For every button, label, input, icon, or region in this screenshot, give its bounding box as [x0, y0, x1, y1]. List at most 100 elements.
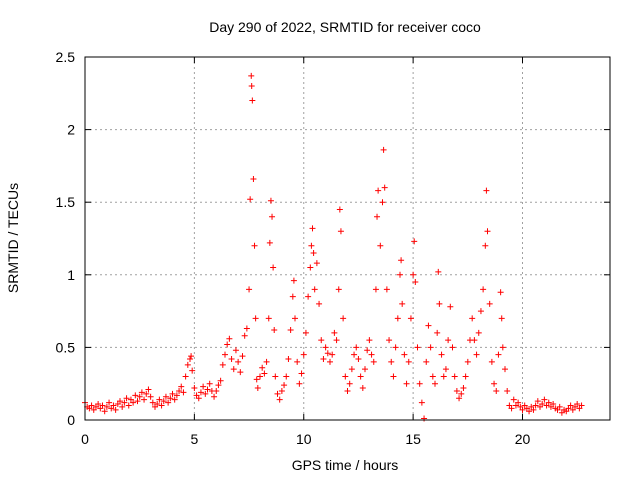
- data-point: [327, 358, 333, 365]
- data-point: [147, 393, 154, 400]
- data-point: [145, 386, 152, 393]
- data-point: [438, 351, 445, 358]
- data-point: [202, 390, 209, 397]
- data-point: [541, 396, 548, 403]
- data-point: [106, 399, 113, 406]
- data-point: [353, 344, 360, 351]
- data-point: [215, 382, 222, 389]
- data-point: [269, 213, 276, 220]
- data-point: [112, 406, 119, 413]
- data-point: [239, 353, 246, 360]
- data-point: [342, 373, 349, 380]
- data-point: [486, 300, 493, 307]
- data-point: [399, 300, 406, 307]
- data-point: [252, 315, 259, 322]
- data-point: [397, 271, 403, 278]
- data-point: [445, 337, 452, 344]
- data-point: [379, 199, 386, 206]
- data-point: [510, 396, 517, 403]
- data-point: [271, 326, 278, 333]
- data-point: [149, 399, 156, 406]
- data-point: [427, 344, 434, 351]
- data-point: [180, 389, 187, 396]
- data-point: [217, 377, 224, 384]
- data-point: [243, 325, 250, 332]
- data-point: [211, 393, 218, 400]
- data-point: [380, 146, 387, 153]
- data-point: [281, 382, 288, 389]
- y-axis-label: SRMTID / TECUs: [5, 183, 21, 293]
- data-point: [344, 387, 351, 394]
- data-point: [502, 366, 508, 373]
- data-point: [374, 213, 381, 220]
- data-point: [311, 286, 318, 293]
- data-point: [250, 175, 257, 182]
- data-point: [377, 242, 384, 249]
- data-point: [162, 393, 169, 400]
- data-point: [556, 403, 563, 410]
- data-point: [189, 367, 196, 374]
- data-point: [471, 337, 478, 344]
- data-point: [458, 390, 465, 397]
- data-point: [307, 264, 314, 271]
- data-point: [224, 341, 231, 348]
- data-point: [392, 344, 399, 351]
- data-point: [434, 329, 441, 336]
- data-point: [355, 356, 362, 363]
- data-point: [309, 225, 316, 232]
- data-point: [263, 358, 270, 365]
- data-point: [412, 279, 419, 286]
- data-point: [188, 353, 195, 360]
- data-point: [136, 393, 143, 400]
- data-point: [213, 387, 220, 394]
- data-point: [219, 361, 226, 368]
- grid: [85, 57, 610, 420]
- data-point: [176, 387, 183, 394]
- data-point: [473, 351, 480, 358]
- data-point: [237, 369, 244, 376]
- data-point: [141, 396, 148, 403]
- data-point: [253, 376, 260, 383]
- data-point: [110, 402, 117, 409]
- data-point: [532, 402, 539, 409]
- data-point: [340, 315, 347, 322]
- x-tick-label: 5: [190, 431, 198, 447]
- data-point: [305, 293, 312, 300]
- data-point: [134, 398, 141, 405]
- y-tick-labels: 0 0.5 1 1.5 2 2.5: [56, 49, 76, 428]
- data-point: [447, 303, 454, 310]
- data-point: [329, 351, 336, 358]
- data-point: [429, 373, 436, 380]
- data-point: [449, 344, 456, 351]
- data-point: [283, 373, 290, 380]
- data-point: [526, 408, 533, 415]
- data-point: [451, 373, 458, 380]
- data-point: [498, 315, 505, 322]
- data-point: [578, 402, 585, 409]
- x-tick-label: 10: [296, 431, 312, 447]
- data-point: [462, 373, 469, 380]
- x-tick-label: 15: [405, 431, 421, 447]
- data-point: [302, 329, 309, 336]
- data-point: [488, 358, 495, 365]
- data-point: [394, 315, 401, 322]
- data-point: [123, 395, 130, 402]
- data-point: [232, 347, 239, 354]
- data-point: [331, 329, 338, 336]
- data-point: [411, 238, 418, 245]
- x-tick-label: 20: [515, 431, 531, 447]
- data-point: [230, 366, 237, 373]
- data-point: [228, 356, 235, 363]
- data-point: [158, 402, 165, 409]
- data-point: [187, 356, 193, 363]
- data-point: [101, 408, 108, 415]
- data-point: [272, 373, 279, 380]
- data-point: [348, 366, 355, 373]
- plot-frame: [84, 56, 611, 421]
- data-point: [160, 398, 167, 405]
- data-point: [251, 242, 258, 249]
- data-point: [88, 402, 95, 409]
- data-point: [372, 286, 379, 293]
- data-point: [545, 399, 552, 406]
